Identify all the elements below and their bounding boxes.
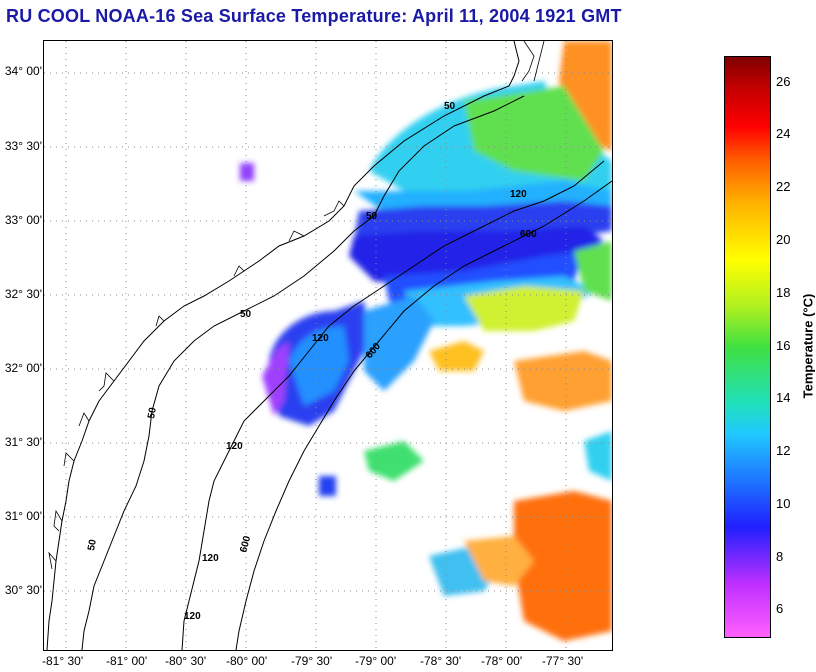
sst-patch-warm-northeast: [559, 41, 612, 151]
contour-label: 50: [240, 309, 252, 320]
colorbar-tick: 10: [776, 496, 791, 511]
colorbar-tick: 24: [776, 126, 791, 141]
sst-patch-shelf-green: [464, 86, 604, 181]
contour-50m: [81, 95, 525, 650]
sst-field: [240, 41, 612, 641]
latitude-label: 33° 30': [4, 139, 42, 153]
longitude-label: -81° 30': [42, 654, 84, 668]
colorbar-tick: 6: [776, 601, 784, 616]
sst-patch-isolated-blue: [319, 476, 336, 496]
colorbar-tick: 22: [776, 179, 791, 194]
sst-map: 50 50 50 50 50 120 120 120 120 120 600 6…: [43, 40, 613, 651]
latitude-label: 31° 00': [4, 509, 42, 523]
colorbar-tick: 20: [776, 232, 791, 247]
contour-label: 600: [520, 229, 537, 240]
sst-patch-central-blue: [364, 296, 434, 391]
contour-label: 600: [238, 534, 253, 553]
longitude-label: -80° 30': [165, 654, 207, 668]
coastline: [46, 41, 520, 650]
contour-label: 120: [312, 333, 329, 344]
longitude-label: -79° 00': [355, 654, 397, 668]
sst-patch-south-green: [464, 536, 534, 586]
sst-patch-purple-edge: [262, 341, 289, 416]
contour-label: 50: [86, 538, 99, 551]
longitude-label: -77° 30': [542, 654, 584, 668]
sst-patch-yellow-east: [464, 286, 584, 331]
latitude-label: 33° 00': [4, 213, 42, 227]
map-title: RU COOL NOAA-16 Sea Surface Temperature:…: [6, 6, 622, 26]
colorbar-tick: 14: [776, 390, 791, 405]
temperature-colorbar: [724, 56, 771, 638]
longitude-label: -81° 00': [106, 654, 148, 668]
colorbar-tick: 12: [776, 443, 791, 458]
colorbar-tick: 18: [776, 285, 791, 300]
colorbar-tick: 16: [776, 338, 791, 353]
sst-patch-gulfstream-blue-2: [349, 226, 604, 286]
colorbar-title: Temperature (°C): [800, 293, 816, 399]
longitude-label: -78° 00': [481, 654, 523, 668]
sst-patch-central-yellow: [429, 341, 484, 371]
contour-label: 120: [510, 189, 527, 200]
sst-map-canvas: 50 50 50 50 50 120 120 120 120 120 600 6…: [44, 41, 612, 650]
contour-label: 50: [444, 101, 456, 112]
longitude-label: -80° 00': [226, 654, 268, 668]
contour-label: 50: [366, 211, 378, 222]
sst-patch-isolated-purple: [240, 163, 254, 181]
contour-600m: [235, 180, 612, 650]
contour-label: 120: [202, 553, 219, 564]
contour-label: 120: [184, 611, 201, 622]
coastline-detail: [48, 41, 545, 570]
sst-patch-southeast-orange: [514, 491, 612, 641]
longitude-label: -79° 30': [291, 654, 333, 668]
contour-label: 50: [146, 406, 159, 419]
sst-patch-offshore-lobe-inner: [289, 326, 349, 406]
colorbar-tick: 26: [776, 74, 791, 89]
latitude-label: 32° 00': [4, 361, 42, 375]
sst-patch-orange-east: [574, 241, 612, 301]
latitude-label: 31° 30': [4, 435, 42, 449]
longitude-label: -78° 30': [420, 654, 462, 668]
sst-patch-scatter-east: [514, 351, 612, 411]
latitude-label: 30° 30': [4, 583, 42, 597]
sst-patch-scatter-cyan: [584, 431, 612, 481]
colorbar-tick: 8: [776, 549, 784, 564]
contour-label: 120: [226, 441, 243, 452]
contour-120m: [181, 160, 605, 650]
latitude-label: 34° 00': [4, 64, 42, 78]
latitude-label: 32° 30': [4, 287, 42, 301]
contour-labels: 50 50 50 50 50 120 120 120 120 120 600 6…: [86, 101, 537, 622]
sst-patch-scatter-mid: [364, 441, 424, 481]
